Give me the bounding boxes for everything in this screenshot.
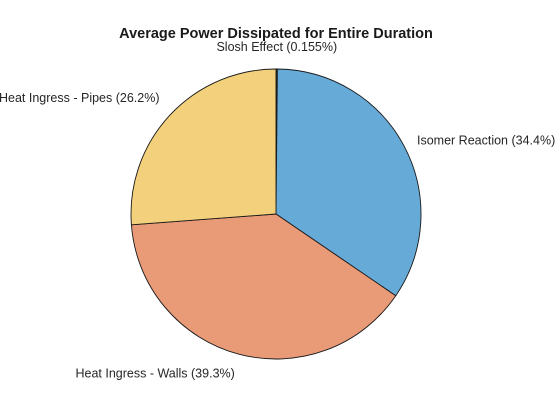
slice-label-slosh-effect: Slosh Effect (0.155%) — [216, 40, 337, 54]
slice-label-heat-ingress-pipes: Heat Ingress - Pipes (26.2%) — [0, 91, 160, 105]
pie-slice-isomer-reaction — [275, 68, 422, 297]
pie-slice-heat-ingress-pipes — [130, 68, 277, 226]
slice-label-heat-ingress-walls: Heat Ingress - Walls (39.3%) — [75, 367, 234, 381]
chart-title: Average Power Dissipated for Entire Dura… — [119, 26, 433, 42]
pie-labels: Slosh Effect (0.155%) Isomer Reaction (34… — [0, 40, 555, 381]
slice-label-isomer-reaction: Isomer Reaction (34.4%) — [417, 133, 555, 147]
pie-slices — [130, 68, 422, 360]
pie-slice-heat-ingress-walls — [130, 213, 397, 360]
